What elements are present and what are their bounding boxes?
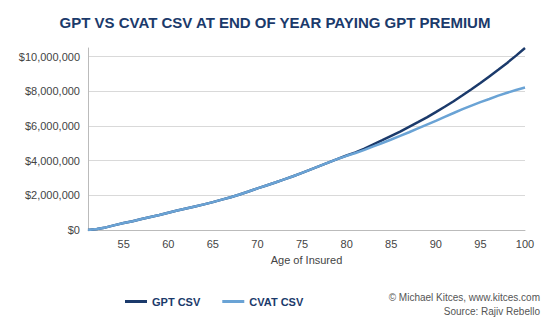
svg-text:70: 70 [251, 238, 263, 250]
svg-text:95: 95 [474, 238, 486, 250]
svg-text:75: 75 [296, 238, 308, 250]
svg-text:Age of Insured: Age of Insured [271, 254, 343, 266]
svg-text:85: 85 [385, 238, 397, 250]
svg-text:$8,000,000: $8,000,000 [25, 85, 80, 97]
svg-text:$10,000,000: $10,000,000 [19, 51, 80, 63]
svg-text:60: 60 [162, 238, 174, 250]
svg-text:CVAT CSV: CVAT CSV [249, 296, 304, 308]
svg-text:© Michael Kitces, www.kitces.c: © Michael Kitces, www.kitces.com [389, 292, 540, 303]
svg-text:100: 100 [516, 238, 534, 250]
svg-text:80: 80 [341, 238, 353, 250]
svg-text:65: 65 [207, 238, 219, 250]
svg-text:90: 90 [430, 238, 442, 250]
svg-text:GPT VS CVAT CSV AT END OF YEAR: GPT VS CVAT CSV AT END OF YEAR PAYING GP… [60, 14, 491, 31]
svg-text:$4,000,000: $4,000,000 [25, 155, 80, 167]
svg-text:GPT CSV: GPT CSV [152, 296, 201, 308]
svg-text:$6,000,000: $6,000,000 [25, 120, 80, 132]
svg-text:$0: $0 [68, 224, 80, 236]
svg-text:$2,000,000: $2,000,000 [25, 189, 80, 201]
svg-text:Source: Rajiv Rebello: Source: Rajiv Rebello [444, 306, 541, 317]
svg-text:55: 55 [118, 238, 130, 250]
